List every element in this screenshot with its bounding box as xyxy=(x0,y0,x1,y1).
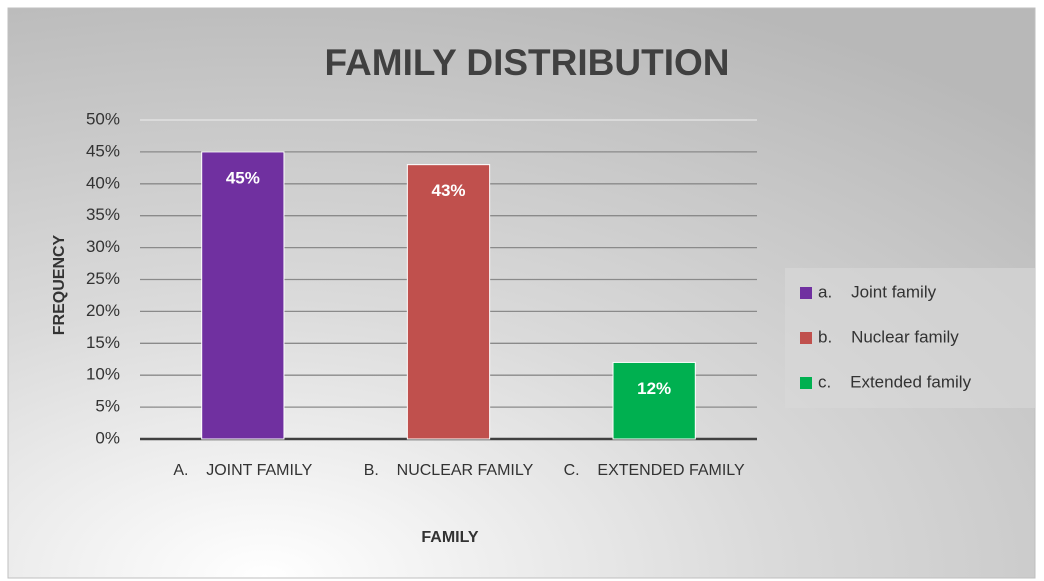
legend-swatch xyxy=(800,287,812,299)
chart-title: FAMILY DISTRIBUTION xyxy=(325,42,730,83)
x-tick-label: A. JOINT FAMILY xyxy=(173,462,313,479)
y-tick-label: 40% xyxy=(86,173,120,192)
value-label: 43% xyxy=(431,181,465,200)
value-label: 12% xyxy=(637,379,671,398)
y-tick-label: 5% xyxy=(95,397,120,416)
bar xyxy=(201,151,285,440)
y-tick-label: 0% xyxy=(95,428,120,447)
legend-swatch xyxy=(800,377,812,389)
y-tick-label: 35% xyxy=(86,205,120,224)
y-tick-label: 25% xyxy=(86,269,120,288)
legend-box xyxy=(785,268,1035,408)
legend-label: a. Joint family xyxy=(818,282,937,301)
y-tick-label: 20% xyxy=(86,301,120,320)
x-tick-label: C. EXTENDED FAMILY xyxy=(563,462,745,479)
y-tick-label: 30% xyxy=(86,237,120,256)
x-tick-label: B. NUCLEAR FAMILY xyxy=(363,462,534,479)
legend-label: c. Extended family xyxy=(818,372,972,391)
y-axis-title: FREQUENCY xyxy=(51,234,68,335)
bar xyxy=(406,164,491,440)
value-label: 45% xyxy=(226,168,260,187)
y-tick-label: 50% xyxy=(86,109,120,128)
bar xyxy=(612,361,696,440)
y-tick-label: 15% xyxy=(86,333,120,352)
legend-label: b. Nuclear family xyxy=(818,327,959,346)
legend-swatch xyxy=(800,332,812,344)
y-tick-label: 45% xyxy=(86,141,120,160)
x-axis-title: FAMILY xyxy=(421,529,479,546)
y-tick-label: 10% xyxy=(86,365,120,384)
